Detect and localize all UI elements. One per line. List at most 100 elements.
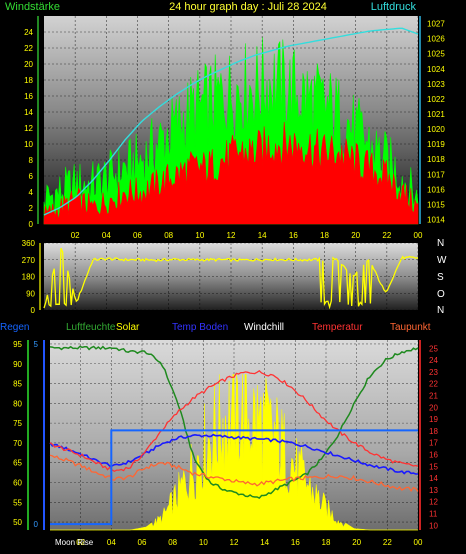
- weather-axes: 5055606570758085909510111213141516171819…: [13, 340, 438, 547]
- legend-windchill: Windchill: [244, 322, 284, 333]
- humidity-tick-label: 60: [13, 479, 22, 488]
- wind-x-tick-label: 02: [71, 231, 80, 240]
- temperature-tick-label: 22: [429, 380, 438, 389]
- direction-grid: [44, 242, 419, 311]
- weather-x-tick-label: 14: [260, 538, 269, 547]
- wind-x-tick-label: 12: [227, 231, 236, 240]
- pressure-tick-label: 1014: [427, 215, 445, 224]
- pressure-series: [43, 27, 419, 216]
- wind-axes: 0246810121416182022241014101510161017101…: [24, 16, 445, 240]
- wind-y-tick-label: 4: [29, 188, 34, 197]
- temperature-tick-label: 24: [429, 356, 438, 365]
- temperature-tick-label: 13: [429, 486, 438, 495]
- rain-tick-label: 5: [34, 340, 39, 349]
- compass-letter: O: [437, 289, 445, 300]
- temperature-tick-label: 14: [429, 474, 438, 483]
- wind-x-tick-label: 14: [258, 231, 267, 240]
- pressure-tick-label: 1019: [427, 140, 445, 149]
- temperature-tick-label: 16: [429, 450, 438, 459]
- weather-x-tick-label: 20: [352, 538, 361, 547]
- wind-y-tick-label: 16: [24, 92, 33, 101]
- chart-title: 24 hour graph day : Juli 28 2024: [169, 1, 327, 13]
- pressure-tick-label: 1017: [427, 170, 445, 179]
- wind-speed-label: Windstärke: [5, 1, 60, 13]
- weather-x-tick-label: 18: [322, 538, 331, 547]
- compass-letter: N: [437, 305, 444, 316]
- compass-letter: S: [437, 272, 444, 283]
- wind-y-tick-label: 20: [24, 60, 33, 69]
- wind-x-tick-label: 22: [382, 231, 391, 240]
- wind-y-tick-label: 14: [24, 108, 33, 117]
- temperature-tick-label: 20: [429, 403, 438, 412]
- temperature-tick-label: 21: [429, 391, 438, 400]
- wind-direction-series: [43, 247, 419, 310]
- weather-x-tick-label: 16: [291, 538, 300, 547]
- pressure-label: Luftdruck: [371, 1, 417, 13]
- direction-tick-label: 270: [22, 256, 36, 265]
- legend-solar: Solar: [116, 322, 140, 333]
- pressure-tick-label: 1027: [427, 20, 445, 29]
- wind-series: [43, 27, 419, 225]
- wind-x-tick-label: 06: [133, 231, 142, 240]
- pressure-tick-label: 1022: [427, 95, 445, 104]
- wind-y-tick-label: 10: [24, 140, 33, 149]
- humidity-tick-label: 85: [13, 380, 22, 389]
- wind-x-tick-label: 20: [351, 231, 360, 240]
- humidity-series: [49, 345, 419, 500]
- temperature-tick-label: 19: [429, 415, 438, 424]
- wind-y-tick-label: 24: [24, 28, 33, 37]
- moon-rise-label: Moon Rise: [55, 538, 94, 547]
- pressure-tick-label: 1024: [427, 65, 445, 74]
- wind-y-tick-label: 0: [29, 220, 34, 229]
- legend-regen: Regen: [0, 322, 29, 333]
- rain-series: [50, 429, 418, 526]
- direction-series: [43, 247, 419, 310]
- temperature-tick-label: 11: [429, 509, 438, 518]
- pressure-tick-label: 1020: [427, 125, 445, 134]
- temperature-tick-label: 17: [429, 439, 438, 448]
- temperature-tick-label: 25: [429, 344, 438, 353]
- pressure-tick-label: 1023: [427, 80, 445, 89]
- humidity-tick-label: 95: [13, 340, 22, 349]
- pressure-tick-label: 1018: [427, 155, 445, 164]
- humidity-tick-label: 65: [13, 459, 22, 468]
- weather-x-tick-label: 10: [199, 538, 208, 547]
- compass-letter: N: [437, 238, 444, 249]
- pressure-tick-label: 1021: [427, 110, 445, 119]
- weather-x-tick-label: 08: [168, 538, 177, 547]
- direction-tick-label: 180: [22, 273, 36, 282]
- legend-temp_boden: Temp Boden: [172, 322, 228, 333]
- weather-x-tick-label: 22: [383, 538, 392, 547]
- temperature-tick-label: 10: [429, 521, 438, 530]
- direction-tick-label: 360: [22, 239, 36, 248]
- wind-x-tick-label: 10: [195, 231, 204, 240]
- direction-tick-label: 0: [31, 306, 36, 315]
- wind-x-tick-label: 18: [320, 231, 329, 240]
- wind-x-tick-label: 04: [102, 231, 111, 240]
- wind-y-tick-label: 18: [24, 76, 33, 85]
- temperature-tick-label: 15: [429, 462, 438, 471]
- pressure-tick-label: 1016: [427, 185, 445, 194]
- legend: Regen Luftfeuchte Solar Temp Boden Windchill…: [0, 322, 431, 333]
- pressure-tick-label: 1015: [427, 200, 445, 209]
- weather-x-tick-label: 00: [414, 538, 423, 547]
- weather-x-tick-label: 02: [76, 538, 85, 547]
- temperature-tick-label: 18: [429, 427, 438, 436]
- legend-luftfeuchte: Luftfeuchte: [66, 322, 116, 333]
- humidity-tick-label: 55: [13, 498, 22, 507]
- direction-tick-label: 90: [26, 289, 35, 298]
- humidity-tick-label: 80: [13, 399, 22, 408]
- solar-series: [50, 374, 418, 531]
- direction-axes: 0 90 180 270 360: [22, 239, 41, 315]
- wind-y-tick-label: 22: [24, 44, 33, 53]
- weather-series: [49, 345, 419, 531]
- pressure-tick-label: 1025: [427, 50, 445, 59]
- weather-x-tick-label: 04: [107, 538, 116, 547]
- weather-x-tick-label: 12: [230, 538, 239, 547]
- weather-x-tick-label: 06: [138, 538, 147, 547]
- wind-y-tick-label: 12: [24, 124, 33, 133]
- humidity-tick-label: 75: [13, 419, 22, 428]
- temperature-tick-label: 23: [429, 368, 438, 377]
- wind-y-tick-label: 6: [29, 172, 34, 181]
